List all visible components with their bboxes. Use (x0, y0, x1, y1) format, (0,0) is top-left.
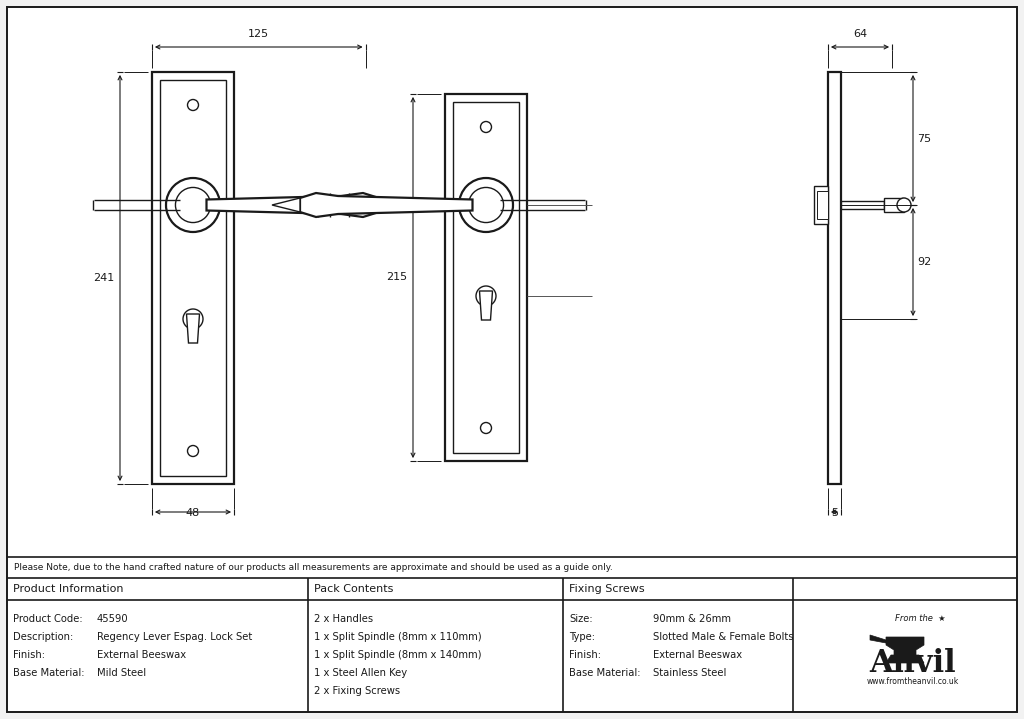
Text: Finish:: Finish: (13, 650, 45, 660)
Text: Size:: Size: (569, 614, 593, 624)
Circle shape (480, 423, 492, 434)
Circle shape (175, 188, 211, 223)
Circle shape (166, 178, 220, 232)
Text: Base Material:: Base Material: (13, 668, 85, 678)
Polygon shape (870, 635, 886, 643)
Text: 90mm & 26mm: 90mm & 26mm (653, 614, 731, 624)
Circle shape (468, 188, 504, 223)
Text: Description:: Description: (13, 632, 74, 642)
Bar (841, 201, 884, 209)
Polygon shape (886, 637, 924, 655)
Text: Finish:: Finish: (569, 650, 601, 660)
Text: 2 x Handles: 2 x Handles (314, 614, 373, 624)
Polygon shape (379, 198, 407, 212)
Circle shape (476, 286, 496, 306)
Text: Slotted Male & Female Bolts: Slotted Male & Female Bolts (653, 632, 794, 642)
Text: 125: 125 (248, 29, 269, 39)
Text: 241: 241 (93, 273, 114, 283)
Text: Fixing Screws: Fixing Screws (569, 584, 645, 594)
Circle shape (187, 99, 199, 111)
Text: External Beeswax: External Beeswax (97, 650, 186, 660)
Polygon shape (186, 314, 200, 343)
Text: 5: 5 (831, 508, 838, 518)
Text: Stainless Steel: Stainless Steel (653, 668, 726, 678)
Bar (828, 72, 841, 484)
Bar (817, 191, 828, 219)
Text: 64: 64 (853, 29, 867, 39)
Circle shape (183, 309, 203, 329)
Bar (152, 72, 234, 484)
Bar (445, 94, 527, 461)
Polygon shape (272, 198, 300, 212)
Text: Please Note, due to the hand crafted nature of our products all measurements are: Please Note, due to the hand crafted nat… (14, 563, 612, 572)
Polygon shape (300, 193, 472, 217)
Text: Product Code:: Product Code: (13, 614, 83, 624)
Polygon shape (207, 193, 379, 217)
Text: 1 x Split Spindle (8mm x 110mm): 1 x Split Spindle (8mm x 110mm) (314, 632, 481, 642)
Text: 75: 75 (916, 134, 931, 144)
Text: Product Information: Product Information (13, 584, 124, 594)
Circle shape (480, 122, 492, 132)
Text: Anvil: Anvil (869, 649, 956, 679)
Text: 2 x Fixing Screws: 2 x Fixing Screws (314, 686, 400, 696)
Circle shape (187, 446, 199, 457)
Circle shape (459, 178, 513, 232)
Polygon shape (479, 291, 493, 320)
Text: www.fromtheanvil.co.uk: www.fromtheanvil.co.uk (867, 677, 959, 687)
Text: 1 x Steel Allen Key: 1 x Steel Allen Key (314, 668, 408, 678)
Text: External Beeswax: External Beeswax (653, 650, 742, 660)
Bar (453, 102, 519, 453)
Bar (160, 80, 226, 476)
Bar (814, 186, 828, 224)
Text: Base Material:: Base Material: (569, 668, 640, 678)
Text: Pack Contents: Pack Contents (314, 584, 393, 594)
Text: 45590: 45590 (97, 614, 129, 624)
Text: From the  ★: From the ★ (895, 613, 945, 623)
Text: 48: 48 (186, 508, 200, 518)
Polygon shape (886, 655, 924, 663)
Text: 215: 215 (386, 273, 407, 283)
Text: 92: 92 (916, 257, 931, 267)
Text: Regency Lever Espag. Lock Set: Regency Lever Espag. Lock Set (97, 632, 252, 642)
Text: Type:: Type: (569, 632, 595, 642)
Text: Mild Steel: Mild Steel (97, 668, 146, 678)
Text: 1 x Split Spindle (8mm x 140mm): 1 x Split Spindle (8mm x 140mm) (314, 650, 481, 660)
Circle shape (897, 198, 911, 212)
Bar (884, 198, 904, 212)
